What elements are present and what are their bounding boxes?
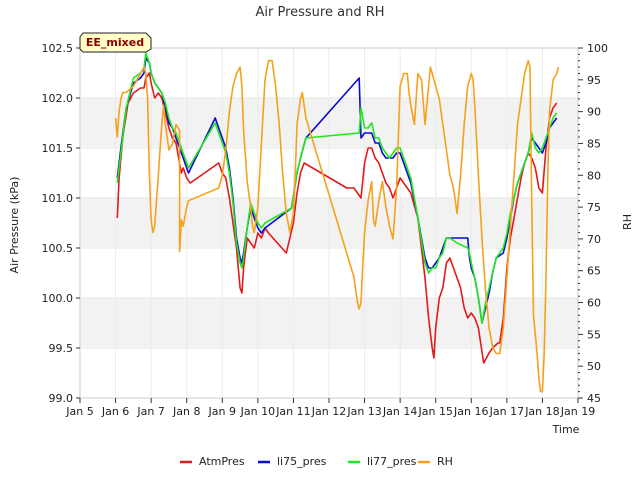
y2-tick-label: 70 <box>587 233 601 246</box>
y2-tick-label: 65 <box>587 265 601 278</box>
y-axis-title: Air Pressure (kPa) <box>8 177 21 274</box>
x-tick-label: Jan 6 <box>101 405 129 418</box>
x-tick-label: Jan 7 <box>136 405 164 418</box>
y2-tick-label: 50 <box>587 360 601 373</box>
x-tick-label: Jan 18 <box>524 405 559 418</box>
y-tick-label: 100.5 <box>42 242 74 255</box>
badge: EE_mixed <box>79 32 152 53</box>
y2-tick-label: 95 <box>587 74 601 87</box>
y-tick-label: 101.5 <box>42 142 74 155</box>
y2-tick-label: 55 <box>587 328 601 341</box>
y2-tick-label: 45 <box>587 392 601 405</box>
x-axis-title: Time <box>552 423 580 436</box>
legend-item-atmpres: AtmPres <box>180 455 245 468</box>
y-tick-label: 99.5 <box>49 342 74 355</box>
legend-item-li75-pres: li75_pres <box>258 455 327 468</box>
y2-tick-label: 75 <box>587 201 601 214</box>
y2-tick-label: 80 <box>587 169 601 182</box>
y-tick-label: 101.0 <box>42 192 74 205</box>
y2-tick-label: 100 <box>587 42 608 55</box>
x-tick-label: Jan 8 <box>172 405 200 418</box>
x-tick-label: Jan 12 <box>311 405 346 418</box>
y2-tick-label: 85 <box>587 137 601 150</box>
x-tick-label: Jan 19 <box>560 405 595 418</box>
legend-item-li77-pres: li77_pres <box>348 455 417 468</box>
series-line-li75-pres <box>116 57 558 324</box>
series-line-rh <box>114 59 560 393</box>
y-tick-label: 99.0 <box>49 392 74 405</box>
x-axis: Jan 5 Jan 6 Jan 7 Jan 8 Jan 9 Jan 10 Jan 11 Jan… <box>65 398 595 418</box>
chart-title: Air Pressure and RH <box>255 5 384 20</box>
x-tick-label: Jan 11 <box>275 405 310 418</box>
x-tick-label: Jan 9 <box>208 405 236 418</box>
y-axis-left: 99.0 99.5 100.0 100.5 101.0 101.5 102.0 102.5 <box>42 42 80 405</box>
y2-tick-label: 90 <box>587 106 601 119</box>
legend-label: AtmPres <box>199 455 245 468</box>
legend-label: li77_pres <box>367 455 417 468</box>
y-axis-right: 45 50 55 60 65 70 75 80 85 90 95 100 <box>578 42 608 405</box>
x-tick-label: Jan 5 <box>65 405 93 418</box>
x-tick-label: Jan 13 <box>346 405 381 418</box>
badge-box <box>79 32 152 53</box>
series-layer <box>114 52 560 393</box>
y-tick-label: 102.5 <box>42 42 74 55</box>
series-line-atmpres <box>116 72 558 364</box>
badge-label: EE_mixed <box>86 36 144 49</box>
x-tick-label: Jan 10 <box>240 405 275 418</box>
x-tick-label: Jan 17 <box>489 405 524 418</box>
x-tick-label: Jan 16 <box>453 405 488 418</box>
y-tick-label: 102.0 <box>42 92 74 105</box>
y2-axis-title: RH <box>621 214 634 230</box>
legend-label: li75_pres <box>277 455 327 468</box>
legend: AtmPres li75_pres li77_pres RH <box>180 455 453 468</box>
series-line-li77-pres <box>116 52 558 324</box>
legend-item-rh: RH <box>418 455 453 468</box>
x-tick-label: Jan 15 <box>417 405 452 418</box>
x-tick-label: Jan 14 <box>382 405 417 418</box>
y-tick-label: 100.0 <box>42 292 74 305</box>
legend-label: RH <box>437 455 453 468</box>
y2-tick-label: 60 <box>587 297 601 310</box>
